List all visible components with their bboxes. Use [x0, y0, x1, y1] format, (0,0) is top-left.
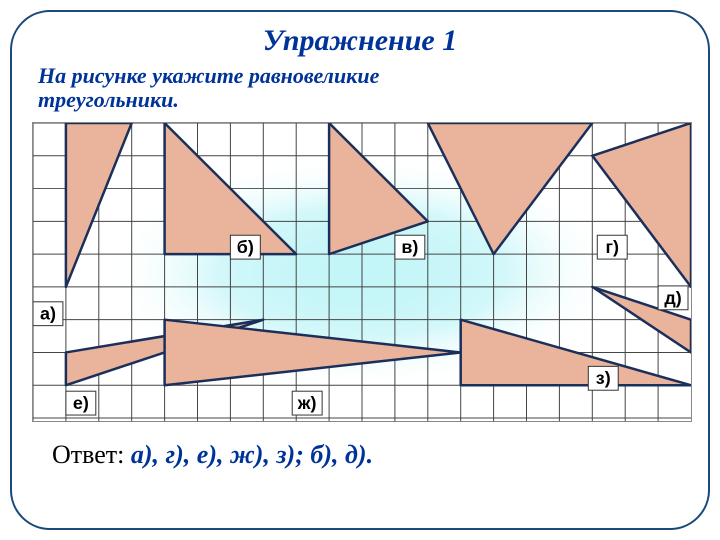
svg-text:в): в)	[401, 238, 418, 258]
label-z: з)	[588, 367, 618, 391]
label-a: а)	[33, 302, 63, 326]
triangles-figure: а) б) в) г) д) е) ж) з)	[32, 122, 692, 422]
svg-text:г): г)	[606, 238, 619, 258]
svg-text:з): з)	[596, 369, 611, 389]
svg-text:е): е)	[73, 393, 89, 413]
label-zh: ж)	[292, 392, 322, 416]
slide-frame: Упражнение 1 На рисунке укажите равновел…	[10, 10, 710, 530]
label-e: е)	[66, 392, 96, 416]
label-g: г)	[597, 236, 627, 260]
svg-text:б): б)	[237, 238, 254, 258]
prompt-line-1: На рисунке укажите равновеликие	[38, 63, 379, 88]
svg-text:а): а)	[40, 304, 56, 324]
label-v: в)	[395, 236, 425, 260]
prompt-line-2: треугольники.	[38, 87, 179, 112]
answer-label: Ответ:	[52, 440, 131, 469]
exercise-prompt: На рисунке укажите равновеликие треуголь…	[32, 64, 688, 112]
answer-body: а), г), е), ж), з); б), д).	[131, 440, 373, 469]
exercise-title: Упражнение 1	[32, 24, 688, 58]
answer-line: Ответ: а), г), е), ж), з); б), д).	[32, 440, 688, 470]
svg-text:д): д)	[664, 288, 681, 308]
label-b: б)	[230, 236, 260, 260]
label-d: д)	[658, 286, 688, 310]
svg-text:ж): ж)	[297, 393, 317, 413]
figure-container: а) б) в) г) д) е) ж) з)	[32, 122, 692, 422]
